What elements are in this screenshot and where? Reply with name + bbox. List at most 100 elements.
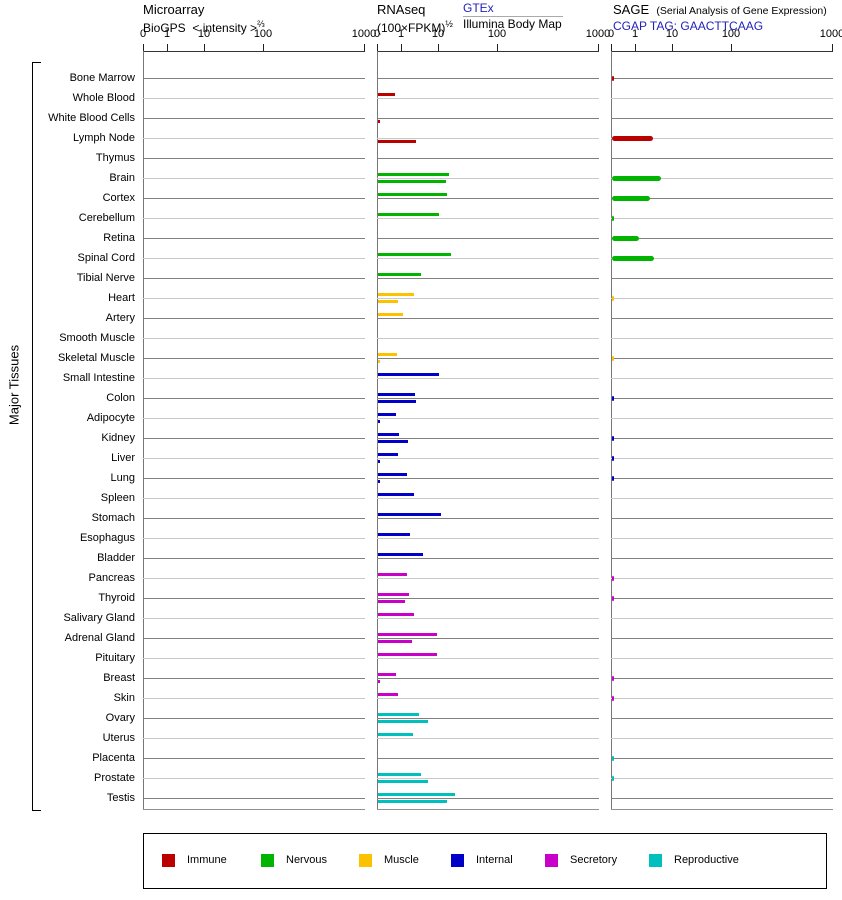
tissue-label: Lung bbox=[110, 472, 135, 484]
tissue-label: Colon bbox=[106, 392, 135, 404]
microarray-bottom-border bbox=[143, 809, 365, 810]
microarray-exponent: ⅔ bbox=[257, 19, 265, 29]
row-baseline bbox=[143, 218, 365, 219]
whole-blood-rnaseq-bar bbox=[378, 93, 395, 96]
sage-axis-tickmark bbox=[611, 44, 612, 51]
ovary-rnaseq-bar bbox=[378, 720, 428, 723]
microarray-axis-tickmark bbox=[204, 44, 205, 51]
row-baseline bbox=[611, 278, 833, 279]
rnaseq-axis-tick-label: 1000 bbox=[585, 28, 611, 40]
row-baseline bbox=[611, 598, 833, 599]
rnaseq-axis-tick-label: 100 bbox=[487, 28, 507, 40]
illumina-body-map-label: Illumina Body Map bbox=[463, 17, 562, 31]
row-baseline bbox=[377, 638, 599, 639]
row-baseline bbox=[377, 718, 599, 719]
rnaseq-panel: 0 1 10 100 1000 bbox=[374, 28, 610, 810]
row-baseline bbox=[611, 298, 833, 299]
row-baseline bbox=[377, 738, 599, 739]
rnaseq-axis-line bbox=[377, 51, 599, 52]
row-baseline bbox=[377, 198, 599, 199]
nervous-legend-swatch bbox=[261, 854, 274, 867]
tissue-label: Adipocyte bbox=[86, 412, 135, 424]
tissue-label: Uterus bbox=[102, 732, 135, 744]
tissue-label: Liver bbox=[111, 452, 135, 464]
rnaseq-exponent: ½ bbox=[445, 19, 453, 29]
row-baseline bbox=[143, 98, 365, 99]
testis-rnaseq-bar bbox=[378, 793, 456, 796]
salivary-gland-rnaseq-bar bbox=[378, 613, 414, 616]
sage-axis-tickmark bbox=[672, 44, 673, 51]
skin-sage-bar bbox=[612, 696, 615, 701]
tissue-label: Skeletal Muscle bbox=[57, 352, 135, 364]
rnaseq-axis-tick-label: 10 bbox=[431, 28, 445, 40]
row-baseline bbox=[377, 438, 599, 439]
row-baseline bbox=[377, 158, 599, 159]
gtex-link[interactable]: GTEx bbox=[463, 1, 494, 15]
tissue-label: White Blood Cells bbox=[48, 112, 135, 124]
row-baseline bbox=[377, 258, 599, 259]
reproductive-legend-swatch bbox=[649, 854, 662, 867]
row-baseline bbox=[377, 138, 599, 139]
tissue-label: Cerebellum bbox=[78, 212, 135, 224]
microarray-axis-line bbox=[143, 51, 365, 52]
row-baseline bbox=[611, 398, 833, 399]
immune-legend-label: Immune bbox=[187, 854, 227, 866]
pituitary-rnaseq-bar bbox=[378, 653, 438, 656]
tissue-label: Adrenal Gland bbox=[64, 632, 135, 644]
secretory-legend-swatch bbox=[545, 854, 558, 867]
row-baseline bbox=[143, 238, 365, 239]
microarray-axis-tickmark bbox=[263, 44, 264, 51]
row-baseline bbox=[143, 258, 365, 259]
row-baseline bbox=[611, 218, 833, 219]
row-baseline bbox=[611, 338, 833, 339]
row-baseline bbox=[611, 498, 833, 499]
row-baseline bbox=[377, 778, 599, 779]
internal-legend-label: Internal bbox=[476, 854, 513, 866]
testis-rnaseq-bar bbox=[378, 800, 448, 803]
sage-panel: 0 1 10 100 1000 bbox=[608, 28, 842, 810]
liver-sage-bar bbox=[612, 456, 615, 461]
skeletal-muscle-sage-bar bbox=[612, 356, 615, 361]
sage-left-border bbox=[611, 51, 612, 810]
legend-box: Immune Nervous Muscle Internal Secretory Repr… bbox=[143, 833, 827, 889]
pancreas-sage-bar bbox=[612, 576, 615, 581]
row-baseline bbox=[611, 198, 833, 199]
row-baseline bbox=[377, 578, 599, 579]
cgap-tag-link[interactable]: CGAP TAG: GAACTTCAAG bbox=[613, 19, 764, 33]
row-baseline bbox=[377, 398, 599, 399]
row-baseline bbox=[611, 478, 833, 479]
prostate-sage-bar bbox=[612, 776, 615, 781]
row-baseline bbox=[377, 278, 599, 279]
brain-sage-bar bbox=[612, 176, 661, 181]
row-baseline bbox=[143, 118, 365, 119]
row-baseline bbox=[611, 538, 833, 539]
lung-sage-bar bbox=[612, 476, 615, 481]
esophagus-rnaseq-bar bbox=[378, 533, 411, 536]
thyroid-rnaseq-bar bbox=[378, 600, 405, 603]
row-baseline bbox=[611, 718, 833, 719]
row-baseline bbox=[611, 118, 833, 119]
spinal-cord-sage-bar bbox=[612, 256, 655, 261]
adipocyte-rnaseq-bar bbox=[378, 413, 396, 416]
tissue-label: Cortex bbox=[102, 192, 135, 204]
sage-axis-tick-label: 1 bbox=[631, 28, 639, 40]
white-blood-cells-rnaseq-bar bbox=[378, 120, 381, 123]
tissue-label: Skin bbox=[113, 692, 135, 704]
tissue-bracket-top-arm bbox=[32, 62, 41, 63]
row-baseline bbox=[143, 358, 365, 359]
row-baseline bbox=[377, 78, 599, 79]
row-baseline bbox=[143, 598, 365, 599]
rnaseq-bottom-border bbox=[377, 809, 599, 810]
row-baseline bbox=[143, 278, 365, 279]
row-baseline bbox=[611, 778, 833, 779]
breast-rnaseq-bar bbox=[378, 680, 380, 683]
row-baseline bbox=[143, 618, 365, 619]
liver-rnaseq-bar bbox=[378, 453, 399, 456]
colon-rnaseq-bar bbox=[378, 393, 416, 396]
row-baseline bbox=[377, 118, 599, 119]
row-baseline bbox=[611, 238, 833, 239]
microarray-axis-tick-label: 1 bbox=[163, 28, 171, 40]
placenta-sage-bar bbox=[612, 756, 615, 761]
tissue-label: Placenta bbox=[92, 752, 135, 764]
row-baseline bbox=[377, 238, 599, 239]
